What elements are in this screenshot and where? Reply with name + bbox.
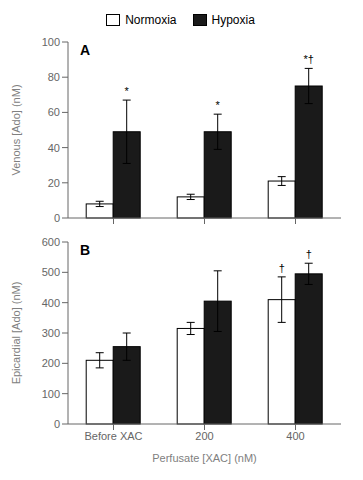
svg-text:0: 0 bbox=[54, 212, 60, 224]
svg-text:*†: *† bbox=[303, 53, 313, 65]
svg-text:*: * bbox=[216, 99, 221, 111]
svg-text:400: 400 bbox=[286, 430, 304, 442]
svg-text:80: 80 bbox=[48, 71, 60, 83]
svg-text:100: 100 bbox=[42, 388, 60, 400]
svg-text:40: 40 bbox=[48, 142, 60, 154]
svg-text:Venous [Ado] (nM): Venous [Ado] (nM) bbox=[10, 84, 22, 175]
html-text:B: B bbox=[80, 242, 91, 258]
svg-text:100: 100 bbox=[42, 36, 60, 48]
svg-text:20: 20 bbox=[48, 177, 60, 189]
html-text:Normoxia: Normoxia bbox=[125, 13, 177, 27]
svg-text:300: 300 bbox=[42, 327, 60, 339]
html-text:Hypoxia: Hypoxia bbox=[211, 13, 255, 27]
svg-text:Epicardial [Ado] (nM): Epicardial [Ado] (nM) bbox=[10, 282, 22, 385]
html-text:A: A bbox=[80, 42, 91, 58]
svg-text:200: 200 bbox=[195, 430, 213, 442]
svg-text:Perfusate [XAC] (nM): Perfusate [XAC] (nM) bbox=[152, 452, 257, 464]
svg-text:200: 200 bbox=[42, 357, 60, 369]
svg-text:*: * bbox=[125, 85, 130, 97]
svg-text:500: 500 bbox=[42, 266, 60, 278]
svg-text:600: 600 bbox=[42, 236, 60, 248]
svg-text:400: 400 bbox=[42, 297, 60, 309]
svg-text:†: † bbox=[306, 248, 312, 260]
svg-text:0: 0 bbox=[54, 418, 60, 430]
svg-text:60: 60 bbox=[48, 106, 60, 118]
svg-text:Before XAC: Before XAC bbox=[84, 430, 142, 442]
svg-text:†: † bbox=[279, 262, 285, 274]
